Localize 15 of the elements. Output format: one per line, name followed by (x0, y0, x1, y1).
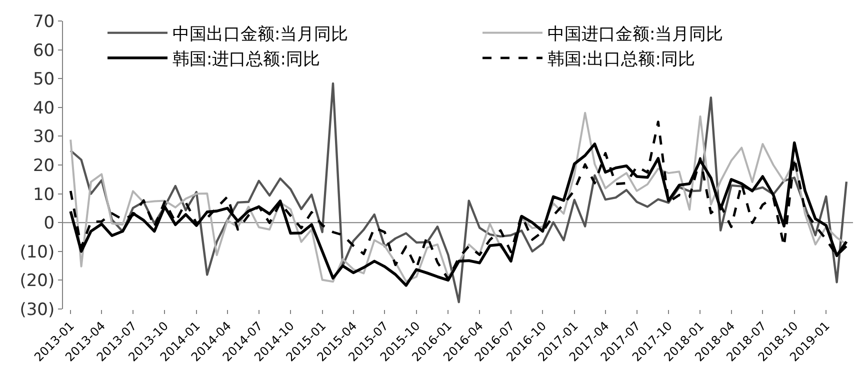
y-tick-label: 0 (44, 214, 55, 234)
legend-label: 韩国:出口总额:同比 (548, 50, 695, 70)
legend-label: 中国出口金额:当月同比 (172, 24, 348, 44)
y-tick-label: (10) (20, 242, 55, 262)
y-tick-label: 40 (32, 98, 55, 118)
y-tick-label: 70 (32, 12, 55, 32)
y-tick-label: 50 (32, 70, 55, 90)
y-tick-label: (20) (20, 271, 55, 292)
y-tick-label: 60 (32, 40, 55, 61)
y-tick-label: 10 (32, 184, 55, 205)
y-tick-label: 20 (32, 156, 55, 176)
legend-label: 中国进口金额:当月同比 (548, 24, 724, 44)
y-tick-label: (30) (20, 300, 55, 320)
y-tick-label: 30 (32, 127, 55, 148)
legend-label: 韩国:进口总额:同比 (172, 50, 320, 70)
